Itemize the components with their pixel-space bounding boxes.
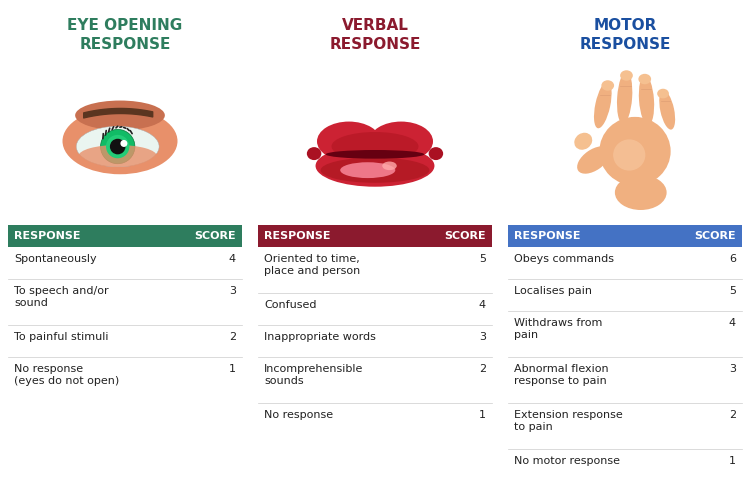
Ellipse shape: [594, 82, 611, 128]
Ellipse shape: [316, 145, 434, 186]
Text: Localises pain: Localises pain: [514, 286, 592, 296]
Text: To speech and/or
sound: To speech and/or sound: [14, 286, 109, 308]
Text: To painful stimuli: To painful stimuli: [14, 332, 109, 342]
Text: EYE OPENING
RESPONSE: EYE OPENING RESPONSE: [68, 18, 183, 52]
FancyBboxPatch shape: [508, 225, 742, 247]
Text: No motor response: No motor response: [514, 456, 620, 466]
Circle shape: [106, 135, 130, 158]
Text: Spontaneously: Spontaneously: [14, 254, 97, 264]
Ellipse shape: [429, 147, 443, 160]
Text: Obeys commands: Obeys commands: [514, 254, 614, 264]
Ellipse shape: [340, 162, 395, 178]
Text: SCORE: SCORE: [694, 231, 736, 241]
Ellipse shape: [62, 108, 178, 174]
Text: VERBAL
RESPONSE: VERBAL RESPONSE: [329, 18, 421, 52]
FancyBboxPatch shape: [8, 225, 242, 247]
Ellipse shape: [659, 90, 675, 130]
Circle shape: [110, 139, 125, 154]
Text: MOTOR
RESPONSE: MOTOR RESPONSE: [579, 18, 670, 52]
Ellipse shape: [638, 74, 651, 85]
Text: 4: 4: [478, 300, 486, 310]
Text: Withdraws from
pain: Withdraws from pain: [514, 318, 602, 340]
Text: Inappropriate words: Inappropriate words: [264, 332, 376, 342]
Ellipse shape: [317, 122, 381, 161]
Circle shape: [121, 140, 128, 147]
Text: No response
(eyes do not open): No response (eyes do not open): [14, 364, 119, 386]
Text: RESPONSE: RESPONSE: [514, 231, 580, 241]
Ellipse shape: [307, 147, 321, 160]
Text: 2: 2: [229, 332, 236, 342]
Ellipse shape: [574, 132, 592, 150]
Text: Abnormal flexion
response to pain: Abnormal flexion response to pain: [514, 364, 609, 386]
Text: Incomprehensible
sounds: Incomprehensible sounds: [264, 364, 363, 386]
Circle shape: [100, 130, 135, 164]
Ellipse shape: [615, 175, 667, 210]
Ellipse shape: [369, 122, 433, 161]
Ellipse shape: [79, 145, 157, 167]
Text: 5: 5: [729, 286, 736, 296]
Text: Extension response
to pain: Extension response to pain: [514, 410, 622, 432]
Text: 6: 6: [729, 254, 736, 264]
Ellipse shape: [578, 146, 610, 174]
Text: 2: 2: [478, 364, 486, 374]
Ellipse shape: [657, 88, 669, 99]
Text: 5: 5: [479, 254, 486, 264]
Text: No response: No response: [264, 410, 333, 420]
Text: 1: 1: [729, 456, 736, 466]
FancyBboxPatch shape: [258, 225, 492, 247]
Text: SCORE: SCORE: [444, 231, 486, 241]
Text: SCORE: SCORE: [194, 231, 236, 241]
Ellipse shape: [617, 72, 632, 124]
Text: 4: 4: [729, 318, 736, 328]
Ellipse shape: [332, 132, 419, 161]
Text: 2: 2: [729, 410, 736, 420]
Text: RESPONSE: RESPONSE: [14, 231, 80, 241]
Text: 3: 3: [729, 364, 736, 374]
Ellipse shape: [75, 100, 165, 130]
Text: Confused: Confused: [264, 300, 316, 310]
Ellipse shape: [599, 117, 670, 186]
Ellipse shape: [602, 80, 614, 90]
Text: Oriented to time,
place and person: Oriented to time, place and person: [264, 254, 360, 276]
Text: 1: 1: [229, 364, 236, 374]
Ellipse shape: [76, 126, 159, 167]
Ellipse shape: [382, 162, 397, 170]
Text: RESPONSE: RESPONSE: [264, 231, 331, 241]
Ellipse shape: [639, 75, 654, 125]
Ellipse shape: [614, 140, 645, 170]
Ellipse shape: [620, 70, 633, 81]
Text: 1: 1: [479, 410, 486, 420]
Ellipse shape: [321, 158, 429, 183]
Text: 4: 4: [229, 254, 236, 264]
Text: 3: 3: [479, 332, 486, 342]
Ellipse shape: [326, 150, 424, 158]
Text: 3: 3: [229, 286, 236, 296]
